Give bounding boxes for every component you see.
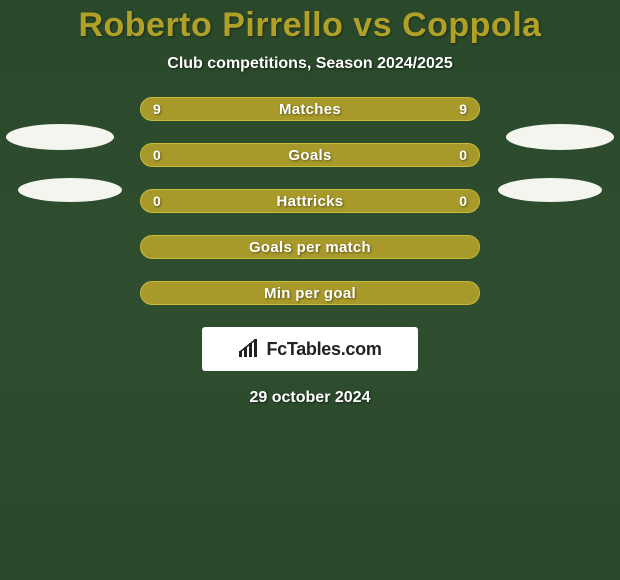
stat-row: Min per goal — [140, 281, 480, 305]
stat-row: 0 Goals 0 — [140, 143, 480, 167]
stat-label: Goals per match — [249, 239, 371, 256]
stat-label: Hattricks — [277, 193, 344, 210]
footer-date: 29 october 2024 — [250, 389, 371, 407]
stat-row: 9 Matches 9 — [140, 97, 480, 121]
stat-row: Goals per match — [140, 235, 480, 259]
stat-left-value: 0 — [153, 147, 161, 163]
stat-right-value: 9 — [459, 101, 467, 117]
stat-label: Goals — [288, 147, 331, 164]
stat-right-value: 0 — [459, 147, 467, 163]
page-subtitle: Club competitions, Season 2024/2025 — [167, 55, 452, 73]
stat-left-value: 9 — [153, 101, 161, 117]
stat-label: Min per goal — [264, 285, 356, 302]
page-title: Roberto Pirrello vs Coppola — [78, 6, 541, 45]
branding-text: FcTables.com — [266, 339, 381, 360]
branding-badge: FcTables.com — [202, 327, 418, 371]
stat-row: 0 Hattricks 0 — [140, 189, 480, 213]
stat-left-value: 0 — [153, 193, 161, 209]
chart-icon — [238, 339, 260, 359]
stat-label: Matches — [279, 101, 341, 118]
stat-right-value: 0 — [459, 193, 467, 209]
stats-container: 9 Matches 9 0 Goals 0 0 Hattricks 0 Goals per mat… — [140, 97, 480, 305]
content-wrapper: Roberto Pirrello vs Coppola Club competi… — [0, 0, 620, 407]
